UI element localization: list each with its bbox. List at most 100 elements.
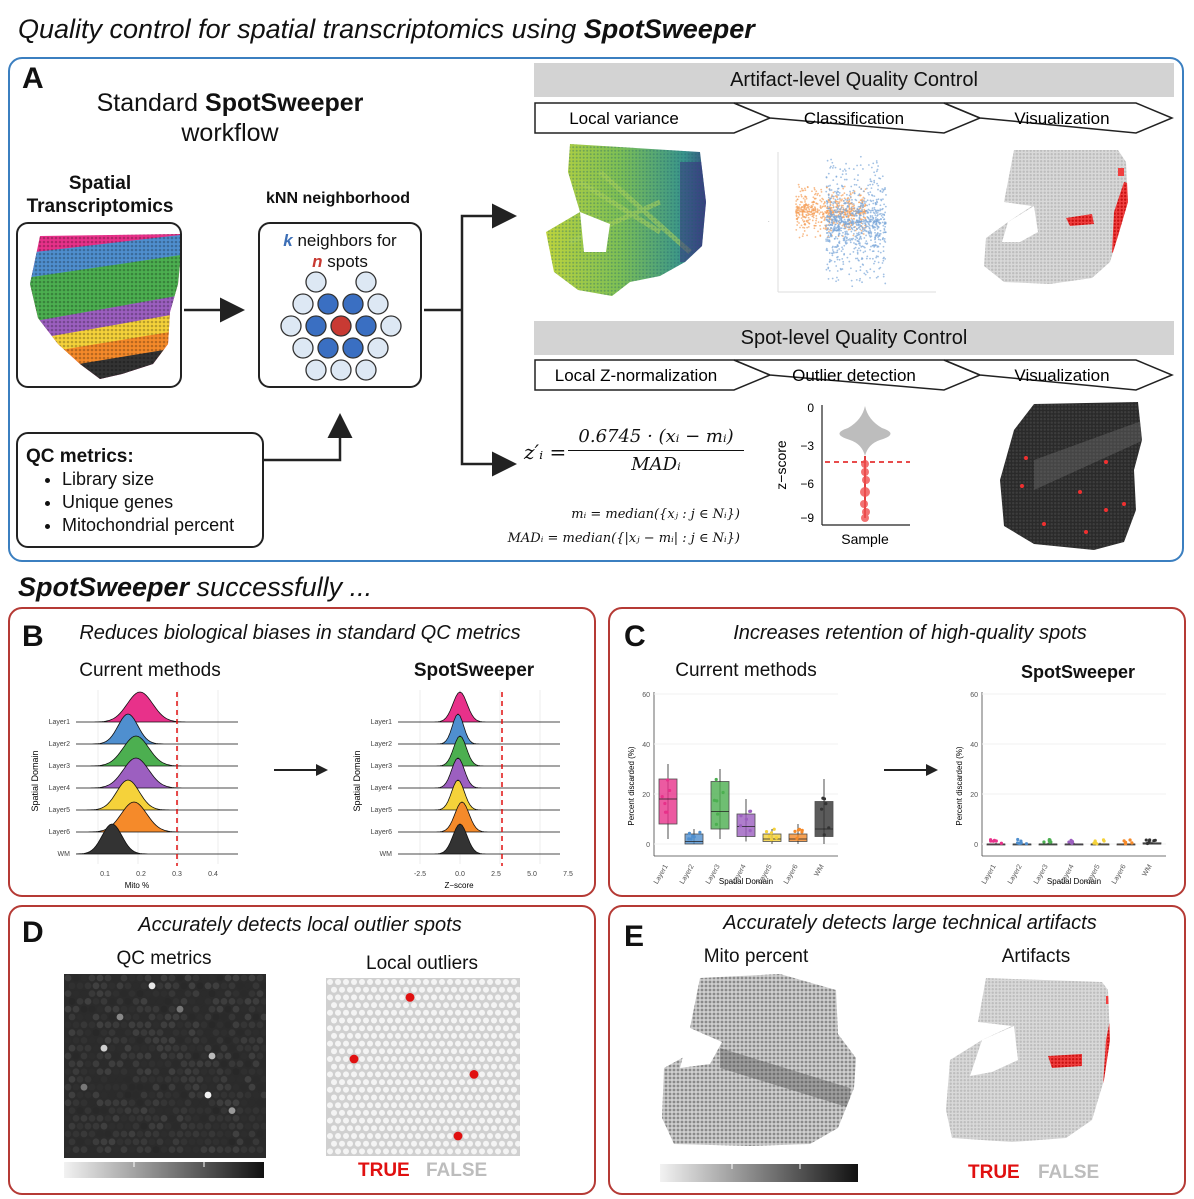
- grid-spot: [84, 998, 92, 1005]
- scatter-point: [811, 219, 814, 222]
- panel-e-letter: E: [624, 920, 645, 953]
- grid-spot: [224, 1099, 232, 1107]
- grid-spot: [351, 1071, 357, 1078]
- grid-spot: [383, 979, 389, 985]
- grid-spot: [423, 1102, 429, 1109]
- grid-spot: [459, 1094, 465, 1101]
- grid-spot: [244, 1122, 252, 1130]
- grid-spot: [156, 982, 164, 990]
- grid-spot: [511, 1148, 517, 1155]
- grid-spot: [80, 974, 88, 982]
- scatter-point: [825, 238, 828, 241]
- grid-spot: [419, 1002, 425, 1009]
- grid-spot: [387, 1125, 393, 1132]
- grid-spot: [256, 1083, 264, 1091]
- grid-spot: [68, 1044, 76, 1052]
- panel-b-right-label: SpotSweeper: [413, 660, 535, 681]
- scatter-point: [831, 195, 834, 198]
- scatter-point: [835, 280, 837, 283]
- grid-spot: [200, 990, 208, 997]
- grid-spot: [128, 1146, 136, 1153]
- grid-spot: [100, 1122, 108, 1130]
- grid-spot: [459, 1032, 465, 1039]
- grid-spot: [487, 1025, 493, 1032]
- panel-e: [608, 905, 1186, 1195]
- scatter-point: [814, 224, 817, 227]
- scatter-point: [800, 187, 803, 190]
- scatter-point: [845, 162, 847, 165]
- grid-spot: [124, 1044, 132, 1052]
- grid-spot: [212, 1122, 220, 1130]
- violin-tick-2: −6: [800, 477, 814, 491]
- artifact-step-2: Classification: [804, 109, 904, 128]
- grid-spot: [92, 1138, 100, 1146]
- scatter-point: [797, 211, 800, 214]
- grid-spot: [471, 1102, 477, 1109]
- grid-spot: [80, 1146, 88, 1153]
- scatter-point: [861, 263, 864, 266]
- grid-spot: [331, 1094, 337, 1101]
- scatter-point: [873, 171, 876, 174]
- ridge-layer-label: Layer6: [49, 829, 71, 836]
- grid-spot: [503, 1009, 509, 1016]
- grid-spot: [76, 1013, 84, 1021]
- scatter-point: [840, 199, 843, 202]
- grid-spot: [463, 1056, 469, 1062]
- grid-spot: [188, 1029, 196, 1036]
- scatter-point: [863, 237, 866, 239]
- boxplot-point: [764, 829, 769, 834]
- grid-spot: [423, 1056, 429, 1062]
- scatter-point: [838, 242, 841, 244]
- grid-spot: [248, 1021, 256, 1029]
- grid-spot: [367, 1117, 373, 1124]
- scatter-point: [860, 229, 863, 232]
- scatter-point: [826, 202, 829, 205]
- scatter-point: [853, 242, 855, 244]
- grid-spot: [164, 1091, 172, 1099]
- scatter-point: [861, 281, 863, 284]
- grid-spot: [347, 1002, 353, 1009]
- scatter-point: [831, 246, 834, 249]
- grid-spot: [64, 974, 72, 982]
- grid-spot: [467, 1140, 473, 1147]
- grid-spot: [208, 1021, 216, 1029]
- spot-visualization-map: [1000, 402, 1142, 550]
- scatter-point: [848, 212, 851, 214]
- scatter-point: [796, 220, 799, 223]
- grid-spot: [467, 1094, 473, 1101]
- grid-spot: [511, 979, 517, 985]
- grid-spot: [216, 1052, 224, 1060]
- scatter-point: [881, 237, 884, 240]
- boxplot-point: [1092, 841, 1096, 845]
- grid-spot: [391, 1102, 397, 1109]
- grid-spot: [403, 1109, 409, 1116]
- grid-spot: [204, 1044, 212, 1052]
- grid-spot: [200, 1037, 208, 1044]
- ridge-layer-label: Layer2: [371, 741, 393, 748]
- grid-spot: [495, 1148, 501, 1155]
- scatter-point: [877, 261, 880, 264]
- boxplot-point: [714, 822, 718, 826]
- scatter-point: [835, 176, 838, 178]
- grid-spot: [351, 1009, 357, 1016]
- scatter-point: [816, 194, 819, 196]
- scatter-point: [839, 212, 842, 215]
- scatter-point: [837, 234, 840, 237]
- scatter-point: [842, 213, 845, 216]
- scatter-point: [847, 202, 849, 204]
- grid-spot: [256, 1052, 264, 1060]
- scatter-point: [825, 247, 828, 250]
- spatial-box: [16, 222, 183, 388]
- grid-spot: [132, 1013, 140, 1021]
- scatter-point: [847, 197, 850, 199]
- grid-spot: [152, 1083, 160, 1091]
- boxplot-point: [1101, 838, 1106, 842]
- scatter-point: [877, 165, 880, 167]
- scatter-point: [835, 206, 838, 209]
- grid-spot: [240, 1052, 248, 1060]
- scatter-point: [827, 227, 829, 229]
- grid-spot: [160, 1146, 168, 1153]
- grid-spot: [411, 1002, 417, 1009]
- grid-spot: [176, 1037, 184, 1044]
- grid-spot: [168, 990, 176, 997]
